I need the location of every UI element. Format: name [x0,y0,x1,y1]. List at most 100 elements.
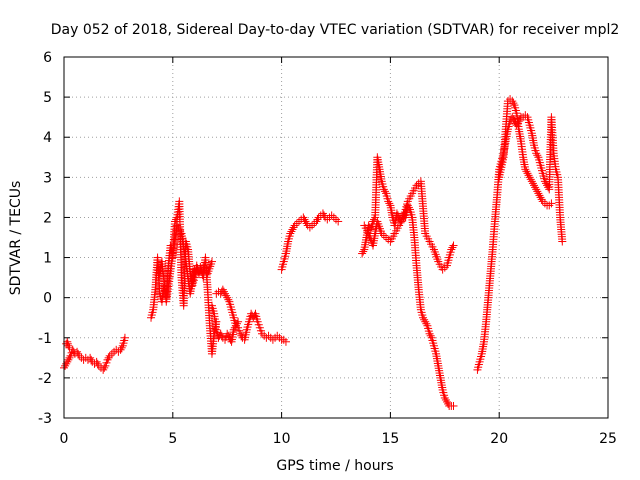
data-point [318,209,327,218]
data-point [63,357,72,366]
y-tick-label: -3 [38,411,52,427]
data-point [68,345,77,354]
x-tick-label: 10 [273,431,291,447]
data-point [522,167,531,176]
y-axis-label: SDTVAR / TECUs [8,181,24,296]
data-point [524,171,533,180]
data-point [105,351,114,360]
data-point [301,217,310,226]
axis-ticks [63,56,609,419]
data-point [421,317,430,326]
data-point [104,353,113,362]
plot-frame [63,56,609,419]
data-point [523,169,532,178]
data-point [332,215,340,224]
data-point [420,315,429,324]
data-point [320,211,329,220]
data-point [300,215,309,224]
x-tick-label: 0 [60,431,69,447]
data-point [442,397,451,406]
data-points [60,95,567,410]
data-point [384,235,393,244]
data-point [530,181,539,190]
data-point [120,333,129,342]
data-point [531,183,540,192]
data-point [275,333,284,342]
data-point [533,151,542,160]
data-point [100,363,109,372]
data-point [234,317,243,326]
data-point [535,191,544,200]
data-point [92,357,101,366]
data-point [532,149,541,158]
data-point [509,99,518,108]
data-point [308,221,317,230]
data-point [527,177,536,186]
chart-title: Day 052 of 2018, Sidereal Day-to-day VTE… [51,22,620,38]
data-point [312,217,321,226]
data-point [419,313,428,322]
data-point [540,177,549,186]
data-point [221,289,230,298]
grid-lines [64,57,608,418]
data-point [384,197,393,206]
data-point [526,175,535,184]
data-point [534,189,543,198]
data-point [286,229,295,238]
data-point [382,233,391,242]
x-tick-label: 15 [381,431,399,447]
data-point [86,353,95,362]
data-point [380,187,389,196]
data-point [64,341,73,350]
data-point [93,359,102,368]
y-tick-label: 0 [43,291,52,307]
data-point [289,223,298,232]
data-point [327,211,336,220]
data-point [65,353,74,362]
data-point [449,401,458,410]
y-tick-label: 5 [43,90,52,106]
data-point [558,237,567,246]
data-point [528,179,537,188]
data-point [447,245,456,254]
data-point [74,349,83,358]
data-point [385,199,394,208]
data-point [379,185,388,194]
data-point [61,361,70,370]
data-point [508,97,517,106]
data-point [268,335,277,344]
data-point [64,355,73,364]
data-point [302,219,311,228]
y-tick-label: 3 [43,170,52,186]
data-point [281,337,290,346]
data-point [536,193,545,202]
data-point [359,247,368,256]
data-point [422,319,431,328]
y-tick-label: 1 [43,251,52,267]
data-point [425,329,434,338]
data-point [545,201,554,210]
data-point [370,215,379,224]
data-point [299,213,308,222]
data-point [264,331,273,340]
data-point [223,329,232,338]
data-point [63,337,72,346]
data-point [532,185,541,194]
data-point [537,195,546,204]
x-tick-label: 5 [168,431,177,447]
data-point [273,331,282,340]
data-point [103,355,112,364]
data-point [207,257,216,266]
y-tick-label: 6 [43,50,52,66]
data-point [440,393,449,402]
data-point [237,331,246,340]
data-point [117,343,126,352]
data-point [222,291,231,300]
data-point [525,173,534,182]
x-axis-label: GPS time / hours [276,458,393,474]
data-point [73,347,82,356]
y-tick-labels: -3 -2 -1 0 1 2 3 4 5 6 [38,50,52,427]
data-point [63,339,72,348]
data-point [512,121,521,130]
